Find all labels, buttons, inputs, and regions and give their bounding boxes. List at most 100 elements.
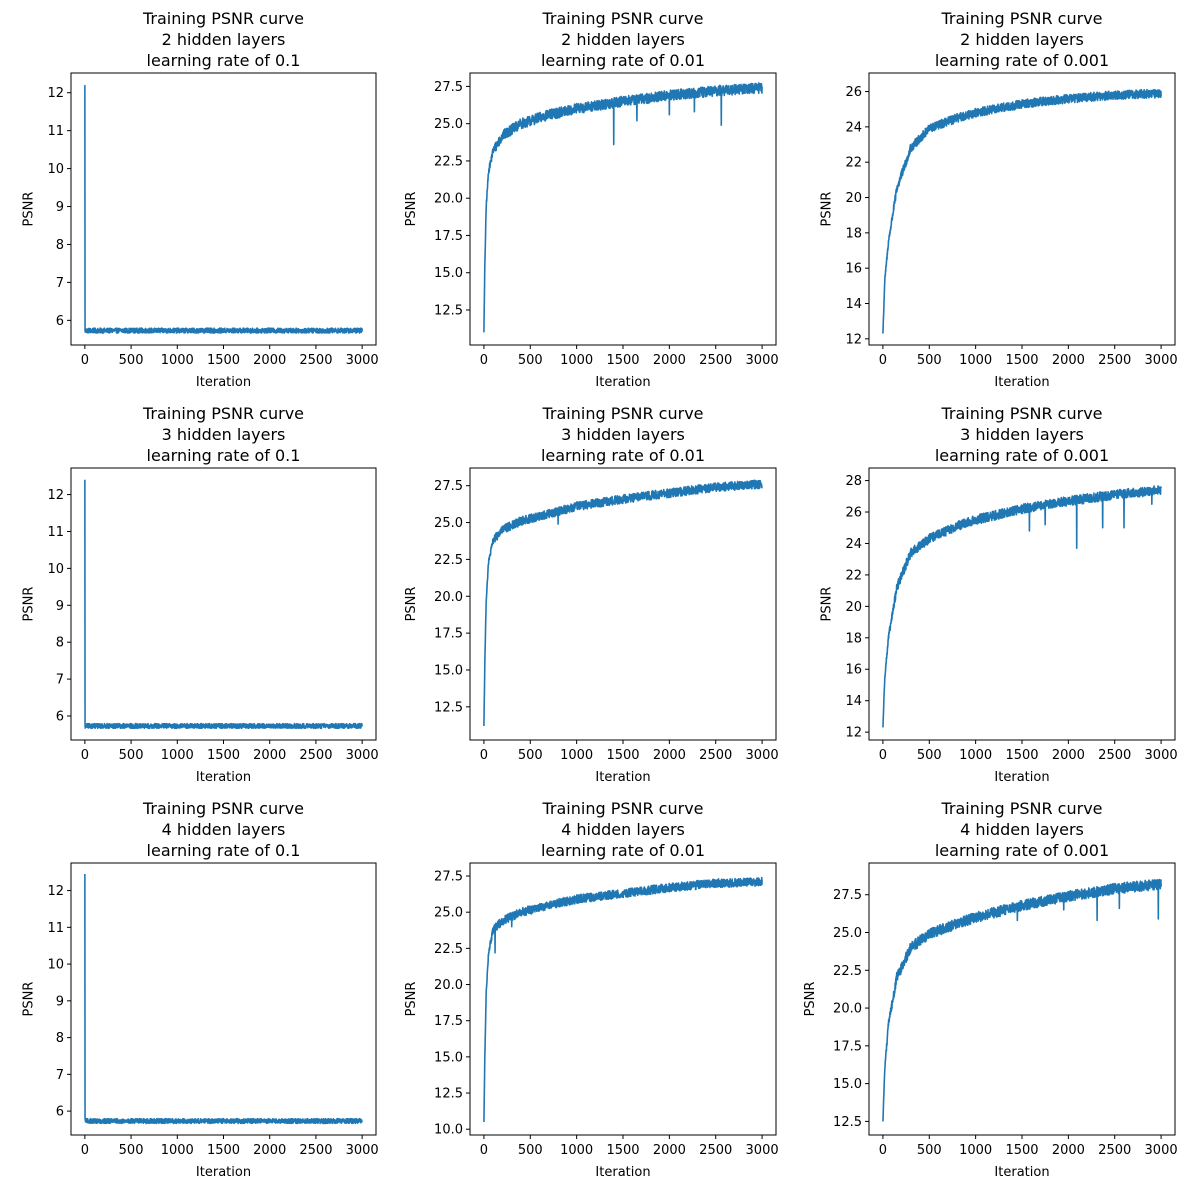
y-axis-label: PSNR bbox=[404, 587, 419, 622]
x-tick-label: 0 bbox=[480, 1143, 488, 1158]
psnr-series-line bbox=[882, 485, 1162, 728]
y-tick-label: 10 bbox=[47, 958, 64, 973]
x-tick-label: 1000 bbox=[560, 748, 593, 763]
chart-title-line-1: Training PSNR curve bbox=[541, 799, 703, 818]
y-tick-label: 12 bbox=[845, 726, 862, 741]
chart-title-line-2: 3 hidden layers bbox=[561, 425, 685, 444]
chart-title-line-1: Training PSNR curve bbox=[940, 9, 1102, 28]
y-tick-label: 12.5 bbox=[434, 1087, 463, 1102]
x-tick-label: 2500 bbox=[1098, 353, 1131, 368]
y-tick-label: 22 bbox=[845, 156, 862, 171]
x-tick-label: 1500 bbox=[1005, 748, 1038, 763]
x-tick-label: 1500 bbox=[207, 353, 240, 368]
x-tick-label: 1500 bbox=[207, 1143, 240, 1158]
x-tick-label: 3000 bbox=[1145, 353, 1178, 368]
y-tick-label: 20.0 bbox=[434, 192, 463, 207]
subplot-7: Training PSNR curve 4 hidden layers learni… bbox=[22, 799, 379, 1180]
subplot-4: Training PSNR curve 3 hidden layers learni… bbox=[22, 404, 379, 785]
chart-title-line-3: learning rate of 0.1 bbox=[147, 446, 301, 465]
psnr-series-line bbox=[483, 479, 763, 727]
x-tick-label: 500 bbox=[518, 748, 543, 763]
y-tick-label: 27.5 bbox=[434, 479, 463, 494]
y-tick-label: 20 bbox=[845, 600, 862, 615]
chart-title-line-2: 4 hidden layers bbox=[960, 820, 1084, 839]
y-tick-label: 27.5 bbox=[833, 888, 862, 903]
chart-title-line-2: 2 hidden layers bbox=[162, 30, 286, 49]
x-tick-label: 2000 bbox=[653, 748, 686, 763]
y-tick-label: 9 bbox=[56, 599, 64, 614]
x-tick-label: 1000 bbox=[959, 1143, 992, 1158]
chart-title-line-3: learning rate of 0.01 bbox=[541, 446, 705, 465]
y-tick-label: 24 bbox=[845, 537, 862, 552]
y-axis-label: PSNR bbox=[820, 587, 835, 622]
y-tick-label: 18 bbox=[845, 631, 862, 646]
y-axis-label: PSNR bbox=[22, 192, 37, 227]
y-tick-label: 15.0 bbox=[833, 1077, 862, 1092]
x-tick-label: 500 bbox=[917, 1143, 942, 1158]
axes-frame bbox=[868, 72, 1176, 346]
y-tick-label: 22.5 bbox=[833, 964, 862, 979]
x-tick-label: 2000 bbox=[253, 1143, 286, 1158]
chart-title-line-1: Training PSNR curve bbox=[541, 9, 703, 28]
x-tick-label: 1000 bbox=[959, 748, 992, 763]
y-tick-label: 10 bbox=[47, 562, 64, 577]
y-axis-label: PSNR bbox=[404, 192, 419, 227]
psnr-series-line bbox=[882, 878, 1162, 1122]
y-tick-label: 25.0 bbox=[833, 926, 862, 941]
subplot-8: Training PSNR curve 4 hidden layers learni… bbox=[404, 799, 778, 1180]
x-axis-label: Iteration bbox=[994, 1165, 1049, 1180]
chart-title-line-3: learning rate of 0.1 bbox=[147, 841, 301, 860]
x-tick-label: 3000 bbox=[746, 353, 779, 368]
x-tick-label: 1000 bbox=[560, 1143, 593, 1158]
y-tick-label: 9 bbox=[56, 200, 64, 215]
subplot-1: Training PSNR curve 2 hidden layers learni… bbox=[22, 9, 379, 390]
x-tick-label: 2500 bbox=[299, 1143, 332, 1158]
y-tick-label: 28 bbox=[845, 474, 862, 489]
axes-frame bbox=[469, 467, 777, 741]
x-tick-label: 2000 bbox=[253, 748, 286, 763]
chart-title-line-3: learning rate of 0.01 bbox=[541, 841, 705, 860]
y-tick-label: 7 bbox=[56, 1068, 64, 1083]
x-tick-label: 500 bbox=[119, 748, 144, 763]
y-tick-label: 7 bbox=[56, 673, 64, 688]
chart-title-line-2: 3 hidden layers bbox=[162, 425, 286, 444]
y-tick-label: 12 bbox=[47, 488, 64, 503]
x-tick-label: 0 bbox=[879, 353, 887, 368]
y-tick-label: 11 bbox=[47, 525, 64, 540]
y-tick-label: 22 bbox=[845, 568, 862, 583]
y-tick-label: 25.0 bbox=[434, 516, 463, 531]
x-axis-label: Iteration bbox=[595, 1165, 650, 1180]
x-tick-label: 1000 bbox=[959, 353, 992, 368]
chart-title-line-1: Training PSNR curve bbox=[940, 404, 1102, 423]
x-tick-label: 3000 bbox=[346, 353, 379, 368]
x-axis-label: Iteration bbox=[196, 375, 251, 390]
x-tick-label: 3000 bbox=[746, 1143, 779, 1158]
axes-frame bbox=[70, 467, 377, 741]
x-tick-label: 3000 bbox=[346, 1143, 379, 1158]
psnr-series-line bbox=[483, 876, 763, 1122]
x-tick-label: 2500 bbox=[299, 748, 332, 763]
x-tick-label: 3000 bbox=[746, 748, 779, 763]
x-tick-label: 2500 bbox=[299, 353, 332, 368]
x-tick-label: 3000 bbox=[1145, 1143, 1178, 1158]
y-tick-label: 8 bbox=[56, 1031, 64, 1046]
subplot-2: Training PSNR curve 2 hidden layers learni… bbox=[404, 9, 778, 390]
x-tick-label: 1000 bbox=[560, 353, 593, 368]
y-tick-label: 14 bbox=[845, 694, 862, 709]
y-tick-label: 12.5 bbox=[833, 1115, 862, 1130]
psnr-series-line bbox=[84, 85, 363, 334]
x-axis-label: Iteration bbox=[595, 770, 650, 785]
y-tick-label: 20.0 bbox=[434, 978, 463, 993]
axes-frame bbox=[70, 862, 377, 1136]
chart-title-line-3: learning rate of 0.001 bbox=[935, 446, 1109, 465]
psnr-series-line bbox=[84, 874, 363, 1125]
y-tick-label: 20.0 bbox=[833, 1002, 862, 1017]
y-tick-label: 17.5 bbox=[833, 1039, 862, 1054]
x-tick-label: 2000 bbox=[1052, 353, 1085, 368]
x-tick-label: 500 bbox=[917, 353, 942, 368]
x-tick-label: 1000 bbox=[161, 748, 194, 763]
x-tick-label: 2500 bbox=[699, 1143, 732, 1158]
y-tick-label: 11 bbox=[47, 921, 64, 936]
y-tick-label: 17.5 bbox=[434, 1014, 463, 1029]
x-tick-label: 0 bbox=[480, 353, 488, 368]
